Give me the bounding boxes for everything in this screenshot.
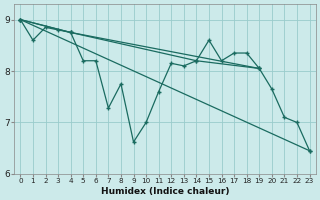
X-axis label: Humidex (Indice chaleur): Humidex (Indice chaleur) [101, 187, 229, 196]
